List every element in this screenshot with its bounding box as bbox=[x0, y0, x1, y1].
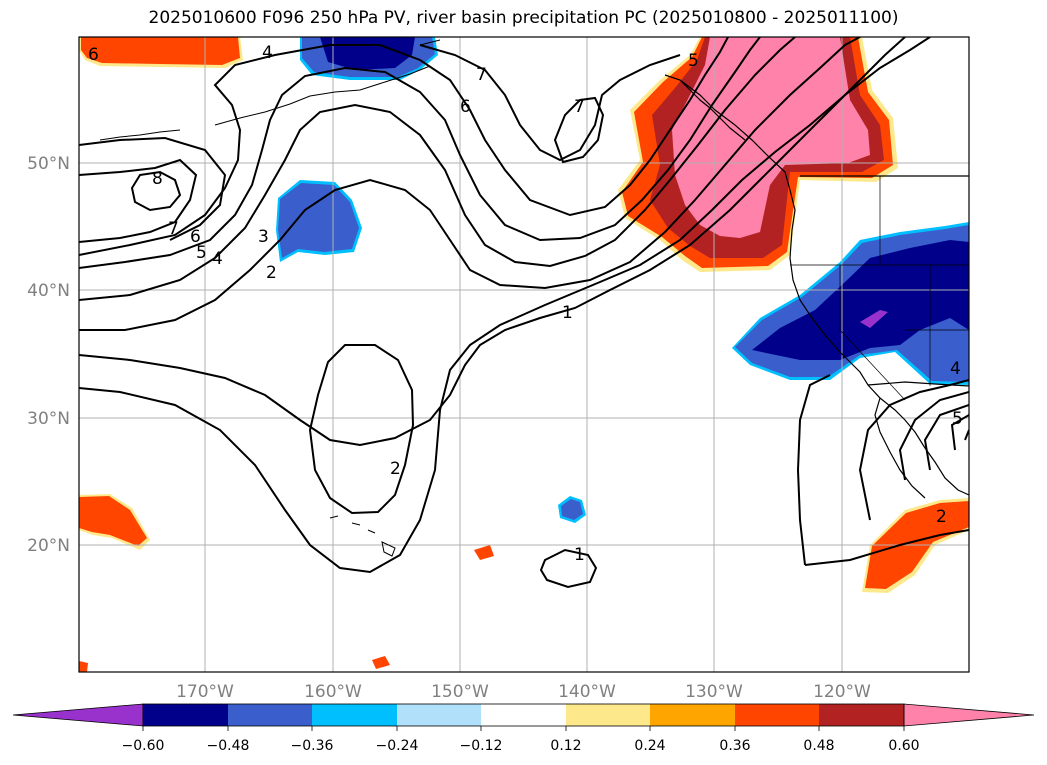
precip-positive-pnw-core bbox=[672, 37, 870, 238]
map-title: 2025010600 F096 250 hPa PV, river basin … bbox=[148, 8, 899, 28]
graticule bbox=[79, 37, 969, 672]
lon-axis: 170°W 160°W 150°W 140°W 130°W 120°W bbox=[176, 682, 871, 702]
contour-6 bbox=[79, 37, 729, 256]
lon-label-170w: 170°W bbox=[176, 682, 234, 702]
contour-6-mexico bbox=[964, 429, 969, 441]
contour-7-north bbox=[419, 44, 681, 162]
precip-positive-dot-3 bbox=[79, 661, 88, 672]
contour-2-central bbox=[79, 37, 931, 574]
contour-label: 5 bbox=[196, 243, 207, 263]
colorbar-swatch bbox=[397, 704, 481, 726]
lat-label-50n: 50°N bbox=[27, 154, 70, 174]
lon-label-150w: 150°W bbox=[431, 682, 489, 702]
precip-positive-aleutian bbox=[81, 37, 240, 65]
colorbar-swatch bbox=[735, 704, 819, 726]
contour-label: 1 bbox=[574, 545, 585, 565]
contour-label: 2 bbox=[390, 459, 401, 479]
lat-label-20n: 20°N bbox=[27, 536, 70, 556]
colorbar-tick-label: 0.36 bbox=[719, 738, 750, 754]
colorbar-swatch bbox=[481, 704, 566, 726]
precip-negative-small-1-fill bbox=[561, 499, 583, 520]
colorbar-tick-label: −0.24 bbox=[376, 738, 419, 754]
contour-2-island bbox=[308, 344, 415, 515]
contour-label: 2 bbox=[266, 263, 277, 283]
precip-positive-dot-1 bbox=[474, 545, 494, 560]
coast-alaska-panhandle bbox=[664, 74, 746, 141]
lon-label-140w: 140°W bbox=[558, 682, 616, 702]
contour-1-mexico bbox=[796, 374, 969, 566]
precip-negative-midpac bbox=[278, 183, 359, 258]
lon-label-160w: 160°W bbox=[304, 682, 362, 702]
contour-label: 6 bbox=[190, 227, 201, 247]
contour-label: 2 bbox=[936, 507, 947, 527]
contour-label: 4 bbox=[212, 249, 223, 269]
lon-label-130w: 130°W bbox=[685, 682, 743, 702]
coast-hawaii bbox=[329, 515, 396, 557]
contour-8 bbox=[130, 170, 182, 212]
contour-label: 3 bbox=[258, 227, 269, 247]
colorbar-tick-label: 0.48 bbox=[803, 738, 834, 754]
contour-6-outer bbox=[79, 136, 227, 241]
contour-label: 6 bbox=[88, 45, 99, 65]
border-states bbox=[790, 176, 969, 401]
colorbar-swatch bbox=[819, 704, 904, 726]
contour-labels: 6 4 7 6 7 5 8 7 6 5 4 3 2 1 2 1 4 5 2 bbox=[88, 43, 963, 565]
contour-label: 4 bbox=[262, 43, 273, 63]
contour-label: 5 bbox=[952, 409, 963, 429]
contour-3-mexico bbox=[898, 391, 969, 481]
lat-label-30n: 30°N bbox=[27, 409, 70, 429]
contour-3 bbox=[79, 37, 861, 331]
colorbar-swatch bbox=[312, 704, 397, 726]
coast-baja bbox=[874, 397, 926, 499]
contour-label: 7 bbox=[168, 219, 179, 239]
colorbar-tick-label: −0.12 bbox=[460, 738, 503, 754]
lat-label-40n: 40°N bbox=[27, 281, 70, 301]
colorbar-tick-label: −0.36 bbox=[291, 738, 334, 754]
precip-positive-dot-2 bbox=[372, 656, 390, 669]
lat-axis: 50°N 40°N 30°N 20°N bbox=[27, 154, 70, 556]
contour-7 bbox=[79, 158, 198, 243]
contour-7-ring bbox=[553, 96, 605, 164]
colorbar-ticks bbox=[142, 726, 905, 731]
colorbar-swatch bbox=[650, 704, 735, 726]
contour-5 bbox=[79, 37, 761, 269]
contour-label: 6 bbox=[460, 97, 471, 117]
colorbar-extend-high bbox=[903, 703, 1035, 727]
contour-label: 7 bbox=[574, 97, 585, 117]
contour-label: 1 bbox=[562, 303, 573, 323]
lon-label-120w: 120°W bbox=[813, 682, 871, 702]
contour-2-mexico bbox=[858, 379, 969, 521]
precip-positive-west bbox=[79, 496, 147, 546]
colorbar-swatch bbox=[228, 704, 312, 726]
colorbar-tick-label: 0.24 bbox=[634, 738, 665, 754]
colorbar-tick-label: −0.60 bbox=[122, 738, 165, 754]
contour-5-mexico bbox=[950, 414, 969, 451]
contour-label: 4 bbox=[950, 359, 961, 379]
contour-4 bbox=[79, 37, 796, 301]
colorbar-tick-label: 0.60 bbox=[888, 738, 919, 754]
colorbar-swatch bbox=[143, 704, 228, 726]
contour-label: 8 bbox=[152, 169, 163, 189]
coast-north-america bbox=[679, 79, 969, 496]
colorbar: −0.60 −0.48 −0.36 −0.24 −0.12 0.12 0.24 … bbox=[12, 703, 1035, 754]
contour-label: 7 bbox=[476, 65, 487, 85]
contour-1-south bbox=[539, 548, 598, 589]
colorbar-tick-label: −0.48 bbox=[207, 738, 250, 754]
map-frame bbox=[78, 36, 970, 673]
precip-negative-west-us-peak bbox=[860, 310, 888, 328]
colorbar-swatch bbox=[566, 704, 650, 726]
contour-label: 5 bbox=[688, 51, 699, 71]
colorbar-tick-label: 0.12 bbox=[550, 738, 581, 754]
contour-4-mexico bbox=[923, 404, 969, 471]
contour-1 bbox=[79, 37, 906, 447]
colorbar-frame bbox=[142, 703, 905, 727]
coast-aleutians bbox=[99, 39, 441, 141]
colorbar-extend-low bbox=[12, 703, 144, 727]
pv-contours bbox=[79, 37, 969, 589]
